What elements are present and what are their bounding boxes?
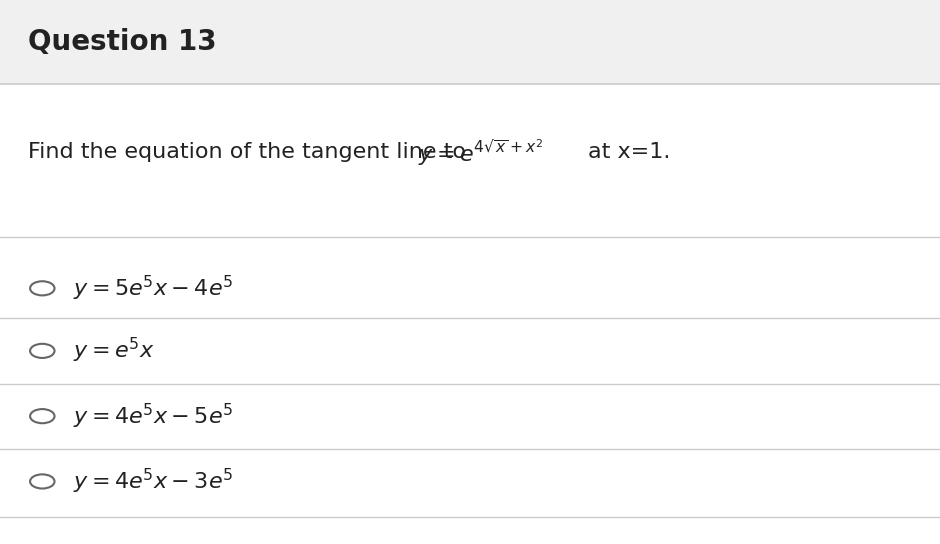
Text: Find the equation of the tangent line to: Find the equation of the tangent line to [28, 143, 466, 162]
Text: Question 13: Question 13 [28, 28, 217, 56]
Text: $y = 4e^5x - 5e^5$: $y = 4e^5x - 5e^5$ [73, 401, 234, 431]
Text: $y = e^5x$: $y = e^5x$ [73, 336, 155, 366]
Text: at x=1.: at x=1. [588, 143, 670, 162]
Text: $y = e^{4\sqrt{x}+x^2}$: $y = e^{4\sqrt{x}+x^2}$ [418, 137, 544, 168]
Text: $y = 4e^5x - 3e^5$: $y = 4e^5x - 3e^5$ [73, 467, 234, 496]
Text: $y = 5e^5x - 4e^5$: $y = 5e^5x - 4e^5$ [73, 274, 234, 303]
